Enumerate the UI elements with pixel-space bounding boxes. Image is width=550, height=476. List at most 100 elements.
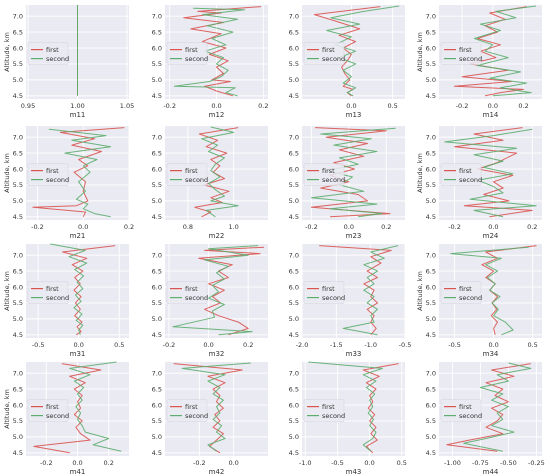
y-tick-label: 5.0 <box>13 76 23 84</box>
series-line-second <box>308 361 383 452</box>
x-axis-label: m42 <box>209 468 225 476</box>
x-tick-label: 0.0 <box>488 102 498 110</box>
panel-m33: -2.0 -1.5 -1.0 -0.5 4.5 5.0 5.5 6.0 6.5 7.0 m33 fir… <box>289 244 411 358</box>
legend-label: first <box>322 167 335 175</box>
panel-m34: -0.5 0.0 0.5 4.5 5.0 5.5 6.0 6.5 7.0 m34 Altitude,… <box>416 244 542 358</box>
x-tick-label: -1.0 <box>364 341 377 349</box>
y-tick-label: 6.5 <box>426 28 436 36</box>
series-line-second <box>181 362 251 452</box>
y-tick-label: 4.5 <box>152 213 162 221</box>
x-tick-label: -0.2 <box>456 102 469 110</box>
y-tick-label: 6.5 <box>13 149 23 157</box>
y-tick-label: 7.0 <box>289 12 299 20</box>
y-axis-label: Altitude, km <box>416 32 424 72</box>
legend-label: first <box>185 285 198 293</box>
y-axis-label: Altitude, km <box>3 389 11 429</box>
x-tick-label: 0.2 <box>518 102 528 110</box>
panel-m14: -0.2 0.0 0.2 4.5 5.0 5.5 6.0 6.5 7.0 m14 Altitude,… <box>416 5 542 119</box>
y-tick-label: 5.5 <box>13 417 23 425</box>
y-tick-label: 5.5 <box>152 417 162 425</box>
x-tick-label: 0.8 <box>183 223 193 231</box>
y-tick-label: 6.0 <box>426 283 436 291</box>
panel-m44: -1.00 -0.75 -0.50 -0.25 4.5 5.0 5.5 6.0 6.5 7.0 m4… <box>426 362 545 476</box>
y-tick-label: 7.0 <box>13 133 23 141</box>
panel-m23: -0.2 0.0 0.2 4.5 5.0 5.5 6.0 6.5 7.0 m23 firstseco… <box>289 126 405 240</box>
series-line-first <box>454 127 533 218</box>
y-tick-label: 5.0 <box>152 433 162 441</box>
y-tick-label: 5.5 <box>152 60 162 68</box>
y-tick-label: 6.5 <box>426 149 436 157</box>
y-tick-label: 6.5 <box>289 385 299 393</box>
y-tick-label: 6.0 <box>426 401 436 409</box>
y-tick-label: 4.5 <box>289 213 299 221</box>
series-line-second <box>172 245 259 336</box>
y-tick-label: 4.5 <box>426 449 436 457</box>
legend-label: first <box>459 403 472 411</box>
x-tick-label: -0.2 <box>163 341 176 349</box>
x-axis-label: m41 <box>70 468 86 476</box>
x-axis-label: m14 <box>483 111 499 119</box>
y-tick-label: 6.0 <box>289 44 299 52</box>
legend-label: second <box>459 55 482 63</box>
x-axis-label: m33 <box>346 350 362 358</box>
series-line-first <box>362 363 399 454</box>
y-tick-label: 5.0 <box>152 315 162 323</box>
y-tick-label: 5.0 <box>426 433 436 441</box>
legend-label: second <box>185 176 208 184</box>
legend-label: first <box>459 285 472 293</box>
x-tick-label: 0.2 <box>527 223 537 231</box>
x-tick-label: -1.5 <box>330 341 343 349</box>
x-tick-label: 0.0 <box>72 459 82 467</box>
series-line-first <box>453 6 527 97</box>
x-axis-label: m44 <box>483 468 499 476</box>
legend-label: first <box>46 285 59 293</box>
legend-label: second <box>459 294 482 302</box>
series-line-second <box>69 361 122 452</box>
x-tick-label: 0.0 <box>211 102 221 110</box>
x-tick-label: 0.2 <box>124 223 134 231</box>
legend-label: second <box>46 176 69 184</box>
y-tick-label: 6.5 <box>13 267 23 275</box>
panel-m12: -0.2 0.0 0.2 4.5 5.0 5.5 6.0 6.5 7.0 m12 firstseco… <box>152 5 268 119</box>
x-tick-label: 0.5 <box>387 102 397 110</box>
y-tick-label: 4.5 <box>13 331 23 339</box>
series-line-first <box>319 245 392 336</box>
y-tick-label: 5.5 <box>13 181 23 189</box>
y-tick-label: 6.0 <box>289 165 299 173</box>
y-tick-label: 5.5 <box>152 181 162 189</box>
y-tick-label: 5.5 <box>289 299 299 307</box>
y-tick-label: 4.5 <box>152 331 162 339</box>
legend-label: second <box>185 412 208 420</box>
y-axis-label: Altitude, km <box>3 271 11 311</box>
legend-label: first <box>459 167 472 175</box>
legend-label: first <box>46 46 59 54</box>
legend-label: first <box>322 285 335 293</box>
series-line-second <box>342 245 399 336</box>
x-tick-label: 0.0 <box>344 223 354 231</box>
legend-label: second <box>322 294 345 302</box>
y-tick-label: 4.5 <box>426 92 436 100</box>
y-tick-label: 7.0 <box>152 369 162 377</box>
legend-label: second <box>322 176 345 184</box>
x-tick-label: -0.5 <box>331 459 344 467</box>
x-axis-label: m13 <box>346 111 362 119</box>
y-axis-label: Altitude, km <box>416 153 424 193</box>
y-axis-label: Altitude, km <box>416 271 424 311</box>
y-axis-label: Altitude, km <box>3 153 11 193</box>
y-tick-label: 4.5 <box>152 92 162 100</box>
y-tick-label: 5.5 <box>426 417 436 425</box>
series-line-second <box>444 128 537 218</box>
y-tick-label: 7.0 <box>152 133 162 141</box>
y-tick-label: 4.5 <box>289 92 299 100</box>
y-tick-label: 5.0 <box>426 76 436 84</box>
